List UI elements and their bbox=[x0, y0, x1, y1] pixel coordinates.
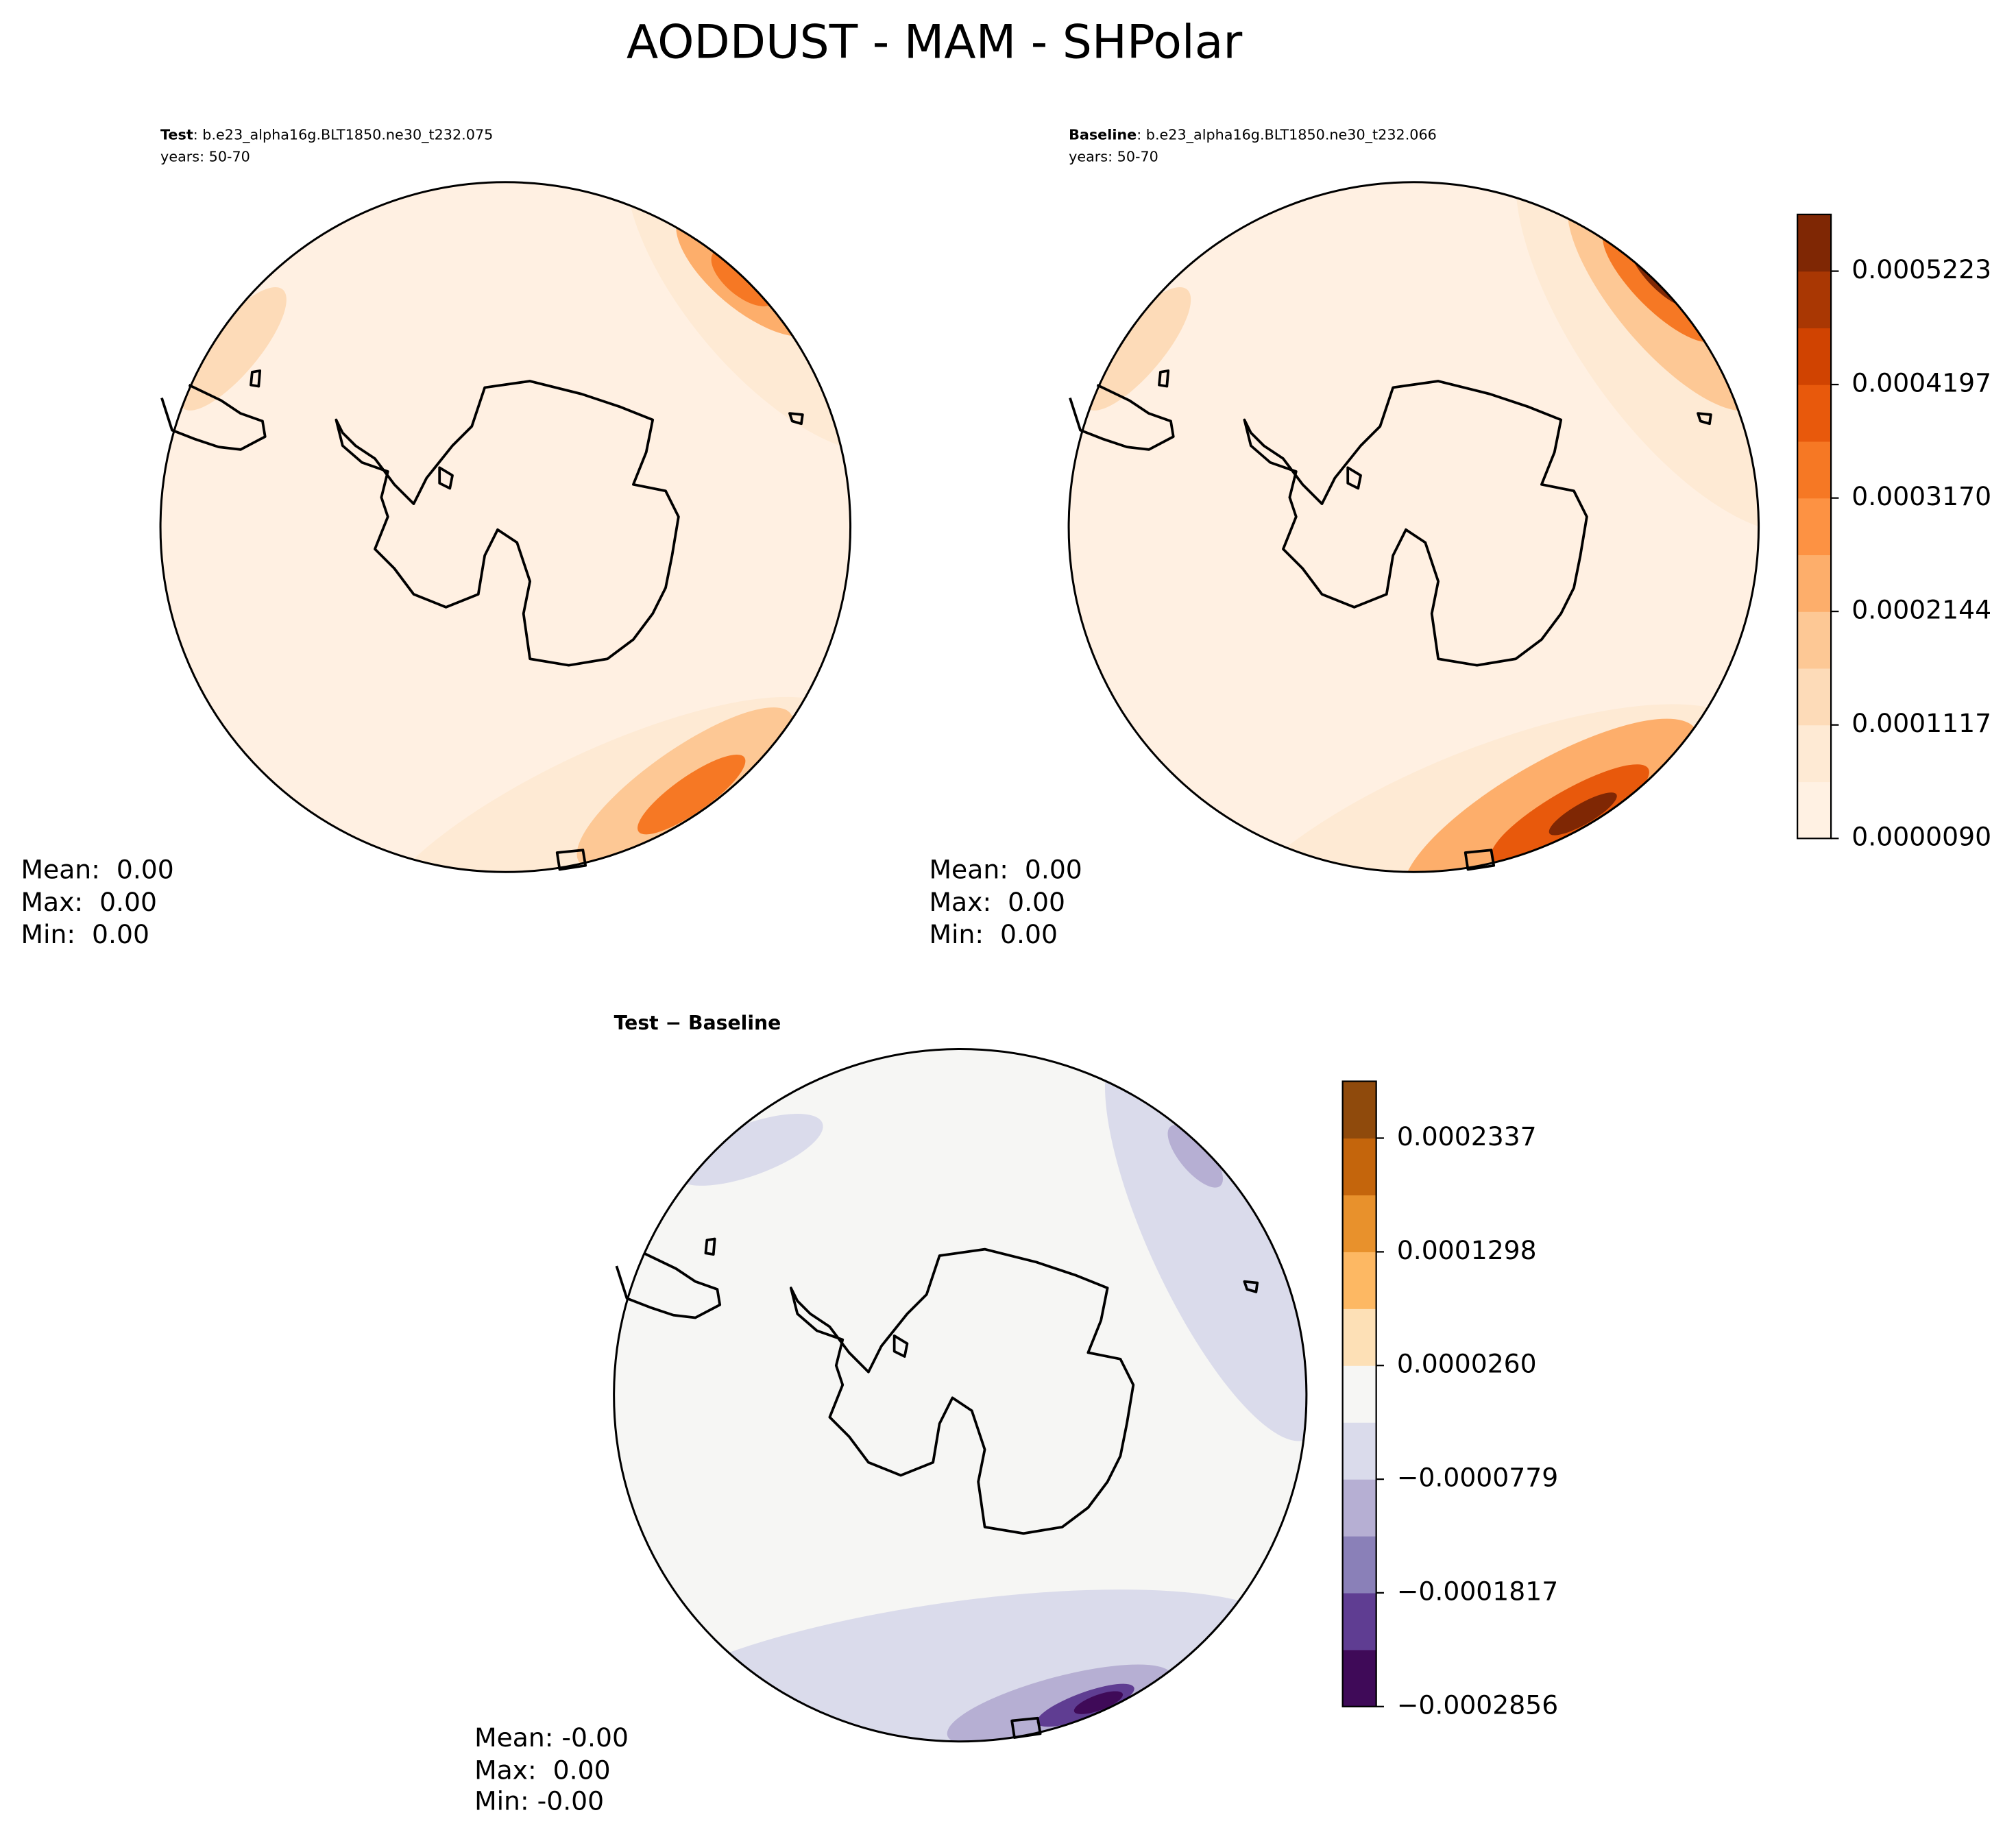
colorbar-band bbox=[1342, 1308, 1376, 1366]
colorbar-tick-label: 0.0004197 bbox=[1851, 368, 1991, 398]
colorbar-band bbox=[1342, 1365, 1376, 1423]
colorbar-band bbox=[1342, 1195, 1376, 1252]
colorbar-band bbox=[1797, 214, 1832, 272]
panel-title: Test − Baseline bbox=[614, 1012, 781, 1034]
colorbar-tick-label: 0.0002337 bbox=[1397, 1121, 1537, 1151]
colorbar-band bbox=[1797, 498, 1832, 556]
colorbar-band bbox=[1797, 781, 1832, 839]
stat: Max: 0.00 bbox=[21, 887, 157, 917]
colorbar-band bbox=[1342, 1252, 1376, 1309]
colorbar-band bbox=[1797, 441, 1832, 499]
colorbar-tick-label: 0.0001298 bbox=[1397, 1235, 1537, 1265]
map-field bbox=[160, 182, 851, 873]
colorbar-band bbox=[1342, 1592, 1376, 1650]
colorbar-frame bbox=[1341, 1080, 1377, 1707]
map-boundary bbox=[613, 1047, 1308, 1743]
colorbar-band bbox=[1342, 1536, 1376, 1594]
panel-title: Test: b.e23_alpha16g.BLT1850.ne30_t232.0… bbox=[160, 127, 493, 144]
colorbar-band bbox=[1342, 1479, 1376, 1537]
colorbar-tick-label: 0.0005223 bbox=[1851, 254, 1991, 284]
figure-title: AODDUST - MAM - SHPolar bbox=[627, 16, 1242, 70]
colorbar-tick-label: −0.0000779 bbox=[1397, 1463, 1558, 1493]
colorbar-band bbox=[1797, 555, 1832, 612]
panel-name: Test bbox=[160, 127, 193, 143]
map-boundary bbox=[159, 181, 852, 873]
stat: Mean: 0.00 bbox=[21, 855, 174, 885]
map-boundary bbox=[1067, 181, 1760, 873]
colorbar-tick-label: −0.0002856 bbox=[1397, 1690, 1558, 1720]
colorbar-tick-label: 0.0001117 bbox=[1851, 708, 1991, 738]
colorbar-band bbox=[1342, 1649, 1376, 1707]
panel-case: : b.e23_alpha16g.BLT1850.ne30_t232.075 bbox=[193, 127, 494, 144]
colorbar-band bbox=[1797, 611, 1832, 669]
panel-years: years: 50-70 bbox=[160, 149, 250, 165]
panel-case: : b.e23_alpha16g.BLT1850.ne30_t232.066 bbox=[1137, 127, 1437, 144]
stat: Min: 0.00 bbox=[930, 919, 1058, 949]
colorbar-band bbox=[1797, 668, 1832, 726]
colorbar-tick-label: 0.0003170 bbox=[1851, 481, 1991, 511]
colorbar-tick-label: 0.0000260 bbox=[1397, 1349, 1537, 1379]
colorbar-tick-label: −0.0001817 bbox=[1397, 1576, 1558, 1606]
panel-title: Baseline: b.e23_alpha16g.BLT1850.ne30_t2… bbox=[1069, 127, 1437, 144]
stat: Mean: 0.00 bbox=[930, 855, 1082, 885]
colorbar-tick-label: 0.0002144 bbox=[1851, 595, 1991, 625]
colorbar-band bbox=[1797, 271, 1832, 328]
stat: Mean: -0.00 bbox=[474, 1722, 629, 1753]
colorbar-band bbox=[1797, 328, 1832, 385]
colorbar-band bbox=[1342, 1138, 1376, 1196]
stat: Max: 0.00 bbox=[474, 1755, 611, 1785]
colorbar-tick-label: 0.0000090 bbox=[1851, 822, 1991, 852]
stat: Min: -0.00 bbox=[474, 1786, 604, 1816]
colorbar-frame bbox=[1796, 213, 1832, 840]
map-field bbox=[1069, 182, 1759, 873]
panel-years: years: 50-70 bbox=[1069, 149, 1158, 165]
colorbar-band bbox=[1342, 1422, 1376, 1480]
colorbar-band bbox=[1797, 385, 1832, 442]
panel-name: Baseline bbox=[1069, 127, 1137, 143]
colorbar-band bbox=[1797, 724, 1832, 783]
stat: Max: 0.00 bbox=[930, 887, 1065, 917]
stat: Min: 0.00 bbox=[21, 919, 149, 949]
map-field bbox=[614, 1049, 1307, 1742]
colorbar-band bbox=[1342, 1081, 1376, 1139]
